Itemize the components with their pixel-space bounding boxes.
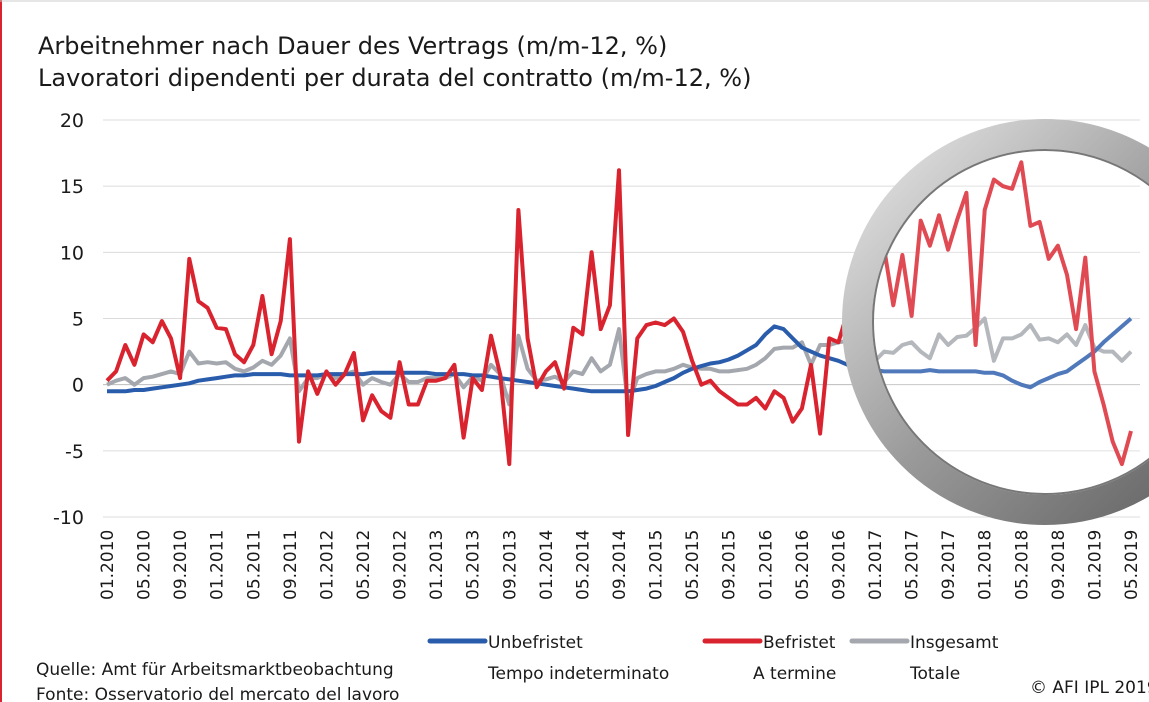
x-axis: 01.2010 05.2010 09.2010 01.2011 05.2011 09.20… [98, 530, 1142, 600]
x-tick-label: 05.2018 [1012, 530, 1032, 600]
x-tick-label: 05.2011 [244, 530, 264, 600]
legend-label: Totale [909, 664, 960, 684]
y-tick-label: 15 [60, 176, 84, 198]
legend-label: Befristet [763, 633, 836, 653]
x-tick-label: 09.2015 [720, 530, 740, 600]
y-tick-label: 20 [60, 110, 84, 132]
x-tick-label: 09.2018 [1049, 530, 1069, 600]
x-tick-label: 05.2012 [354, 530, 374, 600]
x-tick-label: 01.2017 [866, 530, 886, 600]
y-tick-label: 5 [72, 309, 84, 331]
x-tick-label: 09.2016 [829, 530, 849, 600]
x-tick-label: 01.2012 [317, 530, 337, 600]
x-tick-label: 09.2010 [171, 530, 191, 600]
x-tick-label: 01.2013 [427, 530, 447, 600]
y-tick-label: 10 [60, 242, 84, 264]
y-tick-label: -5 [65, 441, 84, 463]
x-tick-label: 05.2014 [573, 530, 593, 600]
x-tick-label: 01.2015 [647, 530, 667, 600]
y-tick-label: 0 [72, 375, 84, 397]
x-tick-label: 05.2015 [683, 530, 703, 600]
x-tick-label: 05.2010 [135, 530, 155, 600]
source-it: Fonte: Osservatorio del mercato del lavo… [36, 685, 399, 702]
source-de: Quelle: Amt für Arbeitsmarktbeobachtung [36, 660, 394, 680]
magnifier [857, 134, 1149, 510]
x-tick-label: 05.2017 [903, 530, 923, 600]
chart: Arbeitnehmer nach Dauer des Vertrags (m/… [0, 0, 1149, 702]
x-tick-label: 01.2016 [756, 530, 776, 600]
x-tick-label: 01.2018 [976, 530, 996, 600]
x-tick-label: 09.2013 [500, 530, 520, 600]
x-tick-label: 05.2013 [464, 530, 484, 600]
legend-label: A termine [753, 664, 836, 684]
copyright: © AFI IPL 2019 [1030, 678, 1149, 698]
x-tick-label: 01.2014 [537, 530, 557, 600]
x-tick-label: 09.2011 [281, 530, 301, 600]
x-tick-label: 01.2011 [208, 530, 228, 600]
x-tick-label: 09.2017 [939, 530, 959, 600]
legend-label: Unbefristet [488, 633, 583, 653]
magnifier-ring [857, 134, 1149, 510]
x-tick-label: 01.2019 [1085, 530, 1105, 600]
x-tick-label: 09.2014 [610, 530, 630, 600]
chart-title: Arbeitnehmer nach Dauer des Vertrags (m/… [38, 32, 667, 60]
x-tick-label: 05.2016 [793, 530, 813, 600]
legend-label: Tempo indeterminato [487, 664, 669, 684]
y-tick-label: -10 [53, 507, 84, 529]
x-tick-label: 01.2010 [98, 530, 118, 600]
x-tick-label: 05.2019 [1122, 530, 1142, 600]
chart-subtitle: Lavoratori dipendenti per durata del con… [38, 64, 751, 92]
x-tick-label: 09.2012 [391, 530, 411, 600]
legend-label: Insgesamt [910, 633, 999, 653]
